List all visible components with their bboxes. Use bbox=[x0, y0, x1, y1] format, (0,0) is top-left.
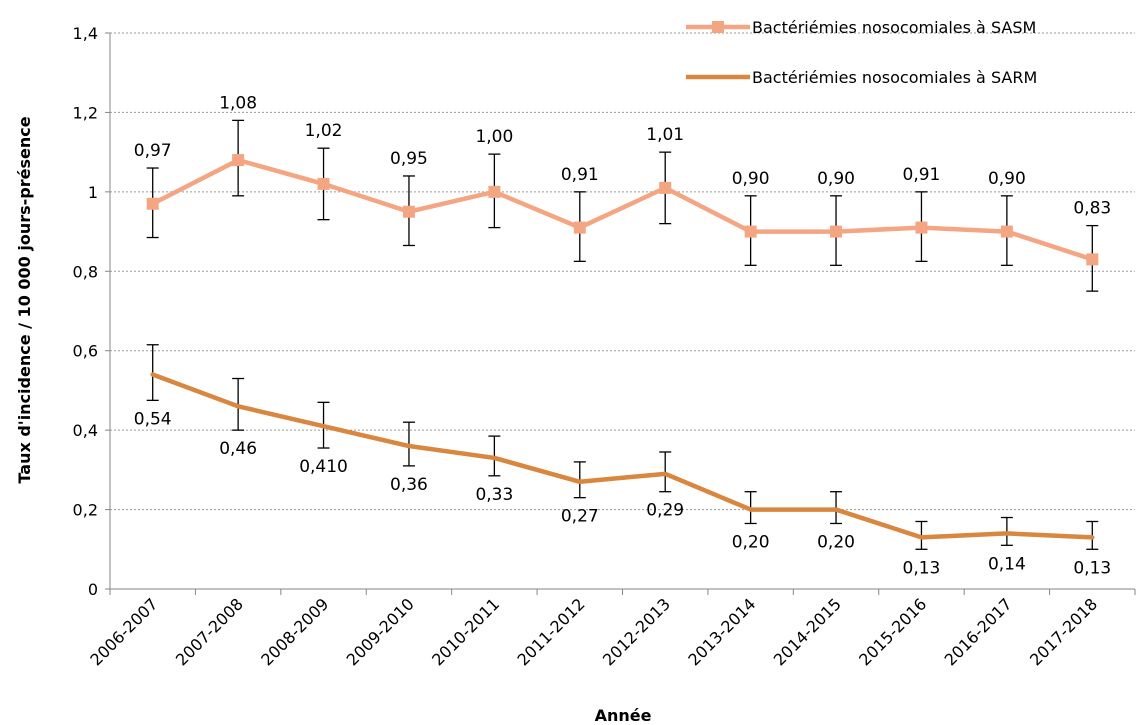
y-tick-label: 0,4 bbox=[73, 421, 98, 440]
data-point bbox=[573, 221, 586, 234]
data-label: 0,83 bbox=[1073, 199, 1111, 219]
data-label: 0,46 bbox=[219, 439, 257, 459]
data-point bbox=[915, 221, 928, 234]
data-point bbox=[488, 185, 501, 198]
x-tick-label: 2007-2008 bbox=[172, 594, 247, 669]
y-tick-label: 0,2 bbox=[73, 501, 98, 520]
x-tick-label: 2010-2011 bbox=[428, 594, 503, 669]
x-axis-title: Année bbox=[595, 706, 652, 725]
x-tick-label: 2006-2007 bbox=[86, 594, 161, 669]
legend-label: Bactériémies nosocomiales à SASM bbox=[752, 18, 1036, 37]
data-label: 1,00 bbox=[475, 127, 513, 147]
data-label: 1,01 bbox=[646, 125, 684, 145]
x-tick-label: 2016-2017 bbox=[941, 594, 1016, 669]
data-label: 0,97 bbox=[134, 141, 172, 161]
data-label: 0,90 bbox=[732, 169, 770, 189]
legend-entry: Bactériémies nosocomiales à SASM bbox=[686, 18, 1036, 37]
gridlines bbox=[110, 32, 1135, 511]
data-label: 0,95 bbox=[390, 149, 428, 169]
y-tick-label: 0,6 bbox=[73, 342, 98, 361]
data-point bbox=[659, 181, 672, 194]
series-2 bbox=[146, 344, 1099, 550]
data-label: 1,02 bbox=[305, 121, 343, 141]
x-tick-label: 2011-2012 bbox=[514, 594, 589, 669]
x-tick-label: 2013-2014 bbox=[684, 594, 759, 669]
y-axis-title: Taux d'incidence / 10 000 jours-présence bbox=[15, 116, 34, 483]
data-label: 1,08 bbox=[219, 93, 257, 113]
data-label: 0,91 bbox=[903, 165, 941, 185]
legend-marker bbox=[712, 21, 724, 33]
data-label: 0,27 bbox=[561, 507, 599, 527]
data-label: 0,90 bbox=[988, 169, 1026, 189]
x-tick-label: 2015-2016 bbox=[855, 594, 930, 669]
x-tick-label: 2017-2018 bbox=[1026, 594, 1101, 669]
series-line bbox=[150, 372, 1095, 540]
x-tick-label: 2012-2013 bbox=[599, 594, 674, 669]
x-tick-label: 2009-2010 bbox=[343, 594, 418, 669]
legend-label: Bactériémies nosocomiales à SARM bbox=[752, 68, 1037, 87]
data-label: 0,13 bbox=[1073, 558, 1111, 578]
data-point bbox=[830, 225, 843, 238]
data-label: 0,410 bbox=[299, 457, 348, 477]
data-point bbox=[402, 205, 415, 218]
legend-entry: Bactériémies nosocomiales à SARM bbox=[686, 68, 1037, 87]
data-label: 0,90 bbox=[817, 169, 855, 189]
x-tick-label: 2014-2015 bbox=[770, 594, 845, 669]
series bbox=[146, 119, 1099, 550]
data-labels: 0,97 1,08 1,02 0,95 1,00 0,91 1,01 0,90 0,90 0,91… bbox=[134, 93, 1111, 578]
y-tick-label: 1,4 bbox=[73, 24, 98, 43]
data-label: 0,29 bbox=[646, 501, 684, 521]
data-label: 0,20 bbox=[817, 532, 855, 552]
y-tick-label: 0 bbox=[88, 580, 98, 599]
series-1 bbox=[146, 119, 1099, 292]
y-tick-label: 0,8 bbox=[73, 262, 98, 281]
data-point bbox=[317, 177, 330, 190]
data-label: 0,13 bbox=[903, 558, 941, 578]
data-label: 0,20 bbox=[732, 532, 770, 552]
data-point bbox=[232, 154, 245, 167]
x-tick-label: 2008-2009 bbox=[257, 594, 332, 669]
y-tick-label: 1,2 bbox=[73, 103, 98, 122]
data-label: 0,36 bbox=[390, 475, 428, 495]
data-point bbox=[1086, 253, 1099, 266]
data-point bbox=[1000, 225, 1013, 238]
data-point bbox=[146, 197, 159, 210]
data-label: 0,33 bbox=[475, 485, 513, 505]
legend: Bactériémies nosocomiales à SASM Bactérié… bbox=[686, 18, 1037, 87]
series-line bbox=[150, 157, 1095, 262]
data-label: 0,54 bbox=[134, 409, 172, 429]
data-label: 0,91 bbox=[561, 165, 599, 185]
y-tick-label: 1 bbox=[88, 183, 98, 202]
data-point bbox=[744, 225, 757, 238]
data-label: 0,14 bbox=[988, 554, 1026, 574]
